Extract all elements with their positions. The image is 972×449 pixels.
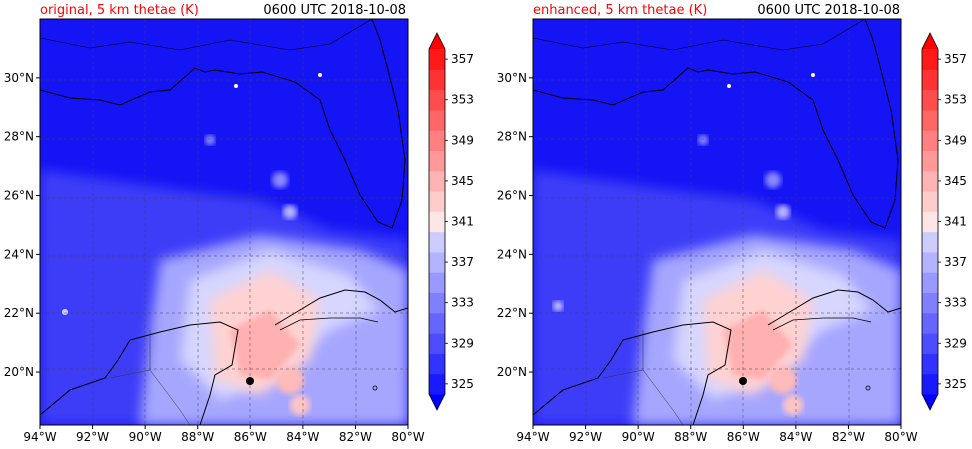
- x-tick-label: 84°W: [779, 430, 812, 444]
- colorbar-segment: [922, 251, 938, 273]
- colorbar-segment: [922, 150, 938, 172]
- colorbar-segment: [922, 211, 938, 233]
- panel-title-enhanced: enhanced, 5 km thetae (K): [533, 3, 708, 18]
- colorbar-label: 337: [451, 255, 474, 269]
- colorbar-enhanced: 325 329 333 337 341 345 349 353 357: [921, 32, 967, 411]
- colorbar-segment: [429, 150, 445, 172]
- x-tick-label: 92°W: [76, 430, 109, 444]
- colorbar-label: 353: [944, 93, 967, 107]
- colorbar-segment: [429, 312, 445, 334]
- colorbar-segment: [429, 109, 445, 131]
- y-tick-label: 28°N: [497, 130, 527, 144]
- colorbar-segment: [429, 170, 445, 192]
- colorbar-segment: [922, 312, 938, 334]
- colorbar-label: 357: [944, 52, 967, 66]
- x-tick-label: 80°W: [391, 430, 424, 444]
- colorbar-extend-top: [922, 33, 938, 49]
- x-tick-label: 84°W: [286, 430, 319, 444]
- colorbar-segment: [429, 373, 445, 395]
- colorbar-label: 341: [451, 215, 474, 229]
- x-tick-label: 82°W: [339, 430, 372, 444]
- colorbar-segment: [429, 211, 445, 233]
- colorbar-segment: [429, 353, 445, 375]
- x-tick-label: 94°W: [23, 430, 56, 444]
- colorbar-segment: [922, 272, 938, 294]
- colorbar-extend-bottom: [922, 394, 938, 410]
- y-tick-label: 30°N: [497, 71, 527, 85]
- colorbar-segment: [429, 231, 445, 253]
- colorbar-segment: [429, 333, 445, 354]
- x-tick-label: 82°W: [832, 430, 865, 444]
- colorbar-segment: [922, 130, 938, 151]
- colorbar-segment: [922, 170, 938, 192]
- colorbar-label: 349: [451, 133, 474, 147]
- colorbar-label: 349: [944, 133, 967, 147]
- colorbar-segment: [429, 130, 445, 151]
- x-tick-label: 86°W: [234, 430, 267, 444]
- map-panel-enhanced: [532, 18, 902, 426]
- x-tick-label: 86°W: [727, 430, 760, 444]
- x-tick-label: 80°W: [884, 430, 917, 444]
- y-tick-label: 26°N: [497, 189, 527, 203]
- y-tick-label: 22°N: [4, 306, 34, 320]
- colorbar-segment: [429, 251, 445, 273]
- colorbar-label: 329: [944, 336, 967, 350]
- y-tick-label: 24°N: [497, 247, 527, 261]
- x-tick-label: 92°W: [569, 430, 602, 444]
- colorbar-segment: [429, 89, 445, 111]
- y-tick-label: 26°N: [4, 189, 34, 203]
- y-tick-label: 20°N: [4, 365, 34, 379]
- y-tick-label: 24°N: [4, 247, 34, 261]
- map-panel-original: [39, 18, 409, 426]
- colorbar-segment: [429, 191, 445, 212]
- panel-time-original: 0600 UTC 2018-10-08: [263, 3, 406, 18]
- colorbar-original: 325 329 333 337 341 345 349 353 357: [428, 32, 474, 411]
- y-tick-label: 28°N: [4, 130, 34, 144]
- colorbar-segment: [922, 69, 938, 91]
- x-tick-label: 94°W: [516, 430, 549, 444]
- storm-center-marker: [739, 377, 747, 385]
- colorbar-label: 333: [944, 296, 967, 310]
- colorbar-segment: [922, 89, 938, 111]
- colorbar-segment: [922, 49, 938, 70]
- colorbar-segment: [922, 109, 938, 131]
- x-tick-label: 88°W: [181, 430, 214, 444]
- colorbar-segment: [922, 191, 938, 212]
- x-tick-label: 90°W: [622, 430, 655, 444]
- x-tick-label: 90°W: [129, 430, 162, 444]
- colorbar-label: 337: [944, 255, 967, 269]
- colorbar-segment: [922, 231, 938, 253]
- colorbar-label: 357: [451, 52, 474, 66]
- colorbar-label: 325: [944, 377, 967, 391]
- colorbar-label: 353: [451, 93, 474, 107]
- y-tick-label: 20°N: [497, 365, 527, 379]
- panel-title-original: original, 5 km thetae (K): [40, 3, 199, 18]
- colorbar-label: 333: [451, 296, 474, 310]
- axis-ticks-original: 94°W 92°W 90°W 88°W 86°W 84°W 82°W 80°W 20°N 22°N…: [4, 71, 425, 444]
- panel-time-enhanced: 0600 UTC 2018-10-08: [757, 3, 900, 18]
- colorbar-segment: [922, 292, 938, 314]
- colorbar-segment: [922, 373, 938, 395]
- storm-center-marker: [246, 377, 254, 385]
- colorbar-segment: [922, 333, 938, 354]
- colorbar-extend-top: [429, 33, 445, 49]
- colorbar-label: 329: [451, 336, 474, 350]
- colorbar-extend-bottom: [429, 394, 445, 410]
- x-tick-label: 88°W: [674, 430, 707, 444]
- axis-ticks-enhanced: 94°W 92°W 90°W 88°W 86°W 84°W 82°W 80°W 20°N 22°N…: [497, 71, 918, 444]
- colorbar-label: 345: [451, 174, 474, 188]
- colorbar-segment: [922, 353, 938, 375]
- y-tick-label: 22°N: [497, 306, 527, 320]
- colorbar-segment: [429, 69, 445, 91]
- colorbar-label: 345: [944, 174, 967, 188]
- colorbar-segment: [429, 49, 445, 70]
- colorbar-segment: [429, 292, 445, 314]
- y-tick-label: 30°N: [4, 71, 34, 85]
- colorbar-label: 341: [944, 215, 967, 229]
- colorbar-segment: [429, 272, 445, 294]
- colorbar-label: 325: [451, 377, 474, 391]
